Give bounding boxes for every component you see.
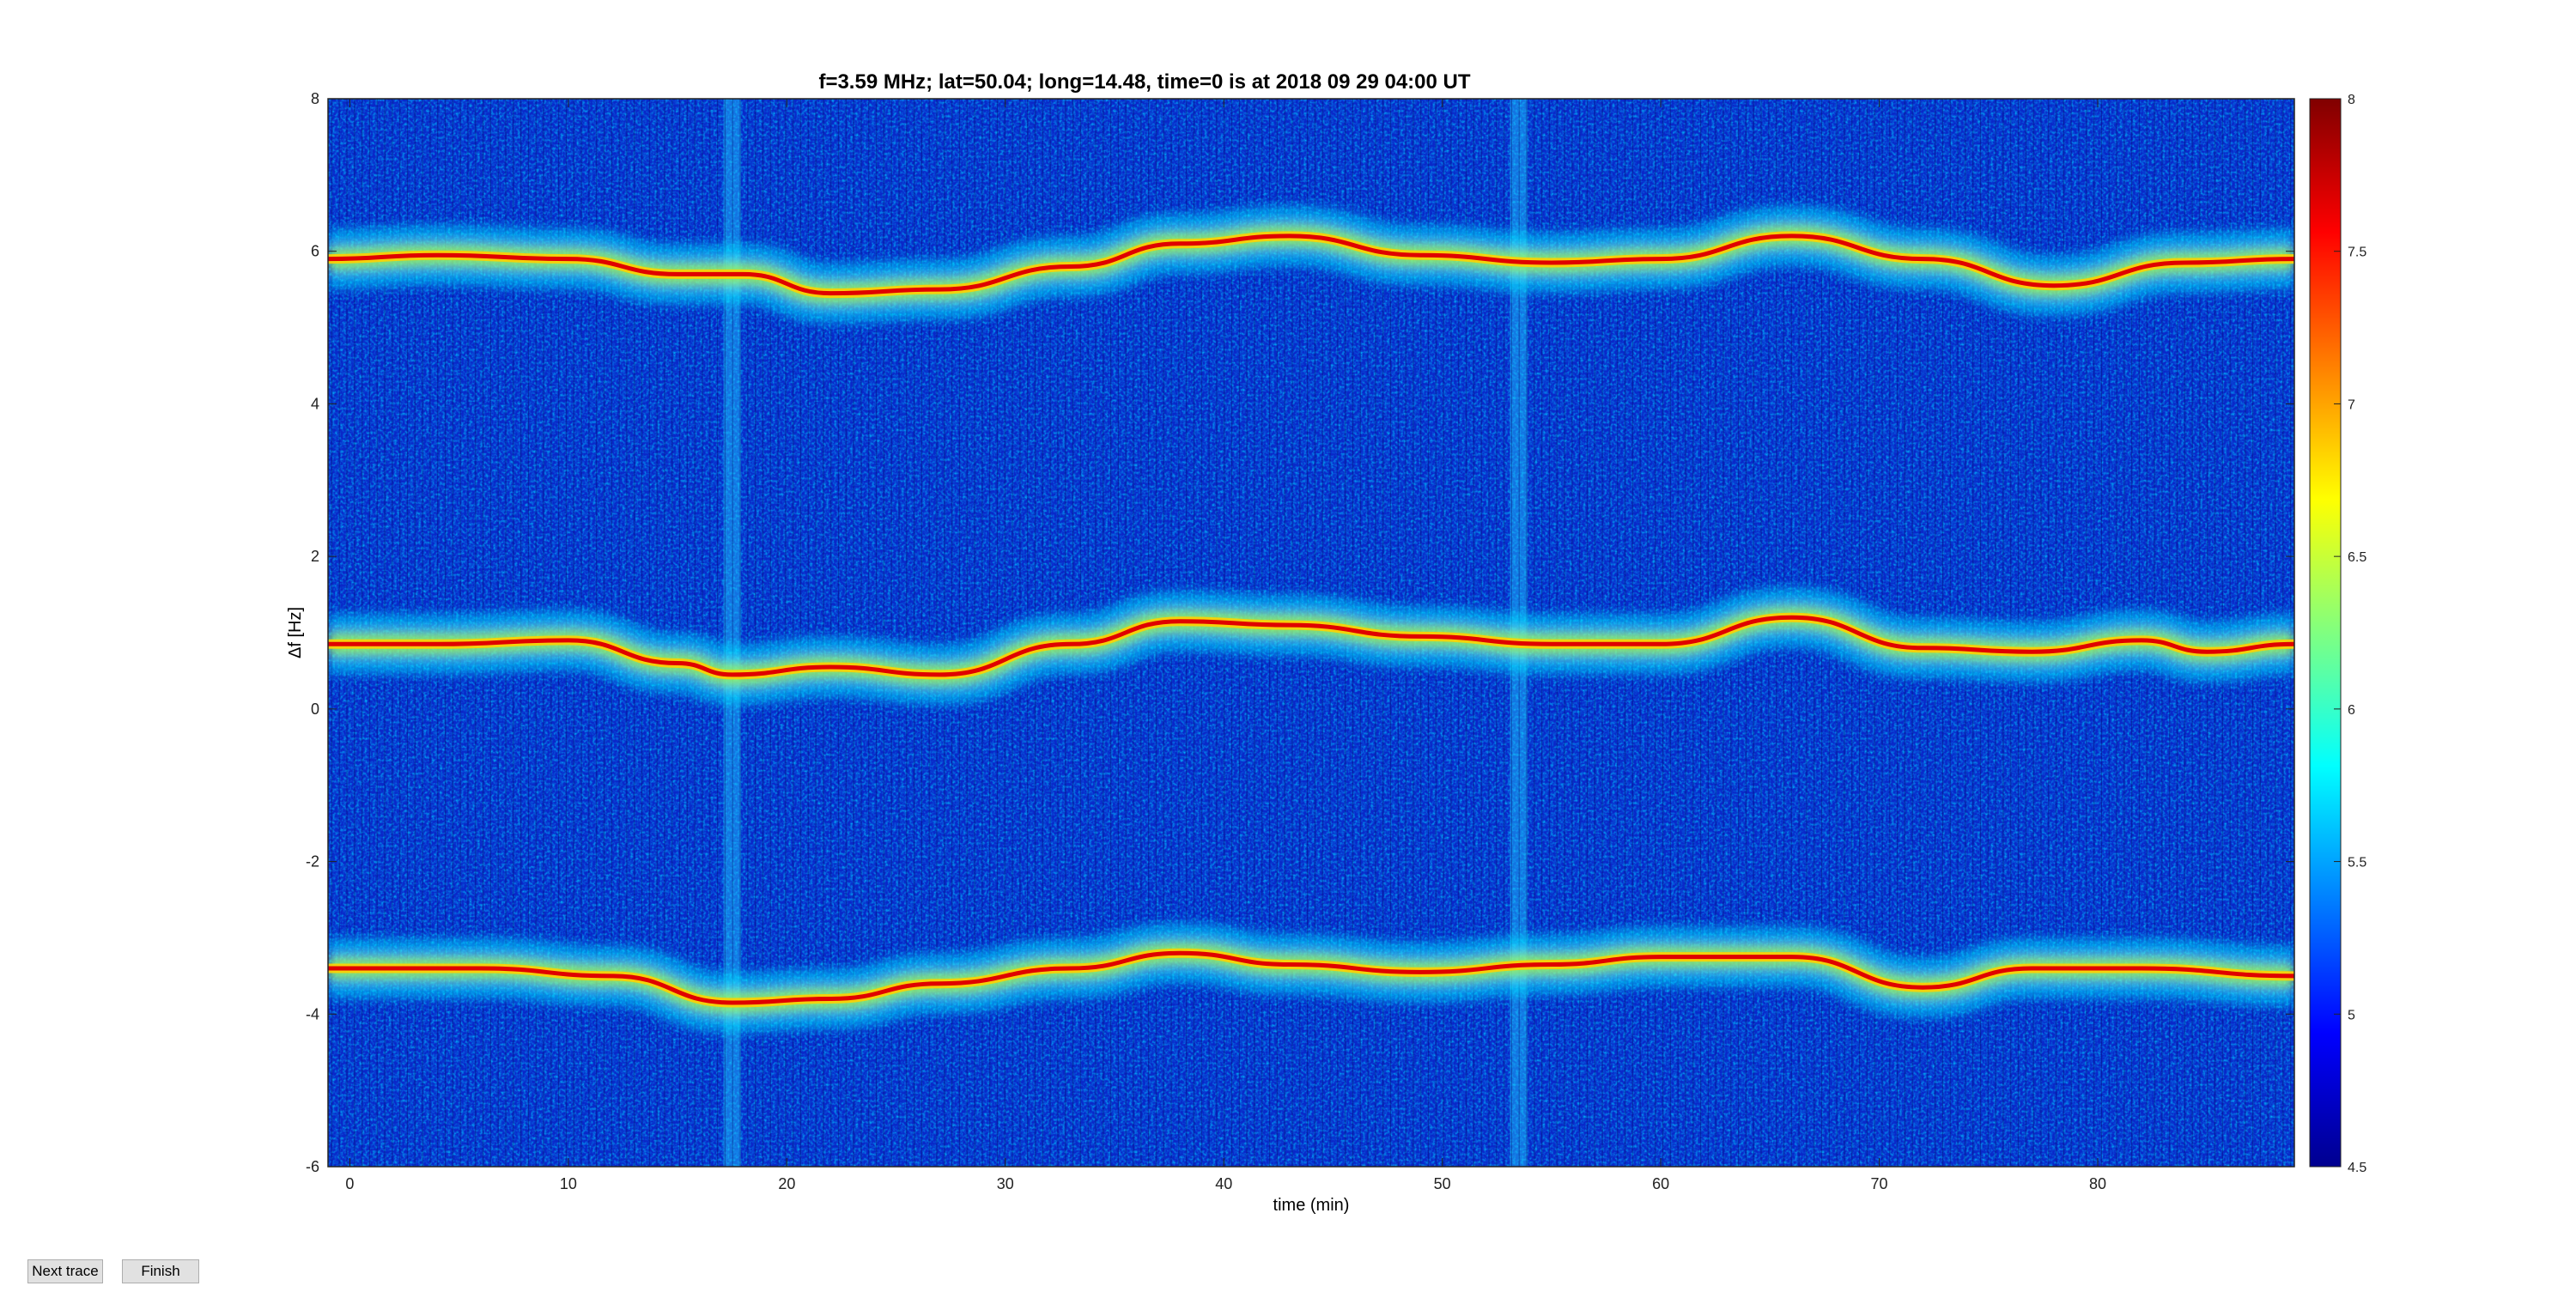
next-trace-button[interactable]: Next trace bbox=[27, 1259, 103, 1283]
x-axis-ticks: 0 10 20 30 40 50 60 70 80 bbox=[345, 99, 2106, 1192]
colorbar-tick-label: 5.5 bbox=[2348, 856, 2366, 870]
y-axis-label: Δf [Hz] bbox=[286, 607, 305, 658]
y-tick-label: -2 bbox=[306, 853, 319, 870]
colorbar-tick-label: 7.5 bbox=[2348, 246, 2366, 260]
colorbar-tick-label: 5 bbox=[2348, 1008, 2355, 1022]
y-tick-label: 4 bbox=[311, 395, 319, 412]
x-tick-label: 40 bbox=[1215, 1175, 1232, 1192]
trace-line-0 bbox=[328, 234, 2294, 296]
x-tick-label: 70 bbox=[1871, 1175, 1888, 1192]
colorbar-tick-label: 6.5 bbox=[2348, 550, 2366, 565]
x-tick-label: 80 bbox=[2089, 1175, 2106, 1192]
x-tick-label: 50 bbox=[1434, 1175, 1451, 1192]
trace-line-1 bbox=[328, 615, 2294, 677]
y-tick-label: 2 bbox=[311, 548, 319, 565]
colorbar bbox=[2309, 98, 2342, 1168]
y-tick-label: 0 bbox=[311, 701, 319, 718]
x-tick-label: 0 bbox=[345, 1175, 354, 1192]
plot-frame bbox=[327, 98, 2295, 1168]
vertical-stripe bbox=[723, 99, 741, 1167]
y-tick-label: 8 bbox=[311, 90, 319, 107]
plot-area bbox=[328, 99, 2294, 1167]
x-tick-label: 20 bbox=[778, 1175, 795, 1192]
colorbar-tick-label: 6 bbox=[2348, 703, 2355, 718]
x-tick-label: 10 bbox=[560, 1175, 577, 1192]
trace-core-layer bbox=[328, 231, 2294, 1008]
y-axis-ticks: -6 -4 -2 0 2 4 6 8 bbox=[306, 90, 2294, 1175]
colorbar-ticks: 4.5 5 5.5 6 6.5 7 7.5 8 bbox=[2334, 93, 2366, 1175]
colorbar-tick-label: 8 bbox=[2348, 93, 2355, 107]
chart-title: f=3.59 MHz; lat=50.04; long=14.48, time=… bbox=[818, 70, 1470, 94]
y-tick-label: -6 bbox=[306, 1158, 319, 1175]
x-axis-label: time (min) bbox=[1273, 1196, 1350, 1215]
finish-button[interactable]: Finish bbox=[122, 1259, 199, 1283]
trace-line-2 bbox=[328, 950, 2294, 1005]
x-tick-label: 30 bbox=[997, 1175, 1014, 1192]
colorbar-tick-label: 7 bbox=[2348, 397, 2355, 412]
y-tick-label: 6 bbox=[311, 243, 319, 260]
y-tick-label: -4 bbox=[306, 1005, 319, 1022]
colorbar-tick-label: 4.5 bbox=[2348, 1161, 2366, 1175]
x-tick-label: 60 bbox=[1652, 1175, 1669, 1192]
